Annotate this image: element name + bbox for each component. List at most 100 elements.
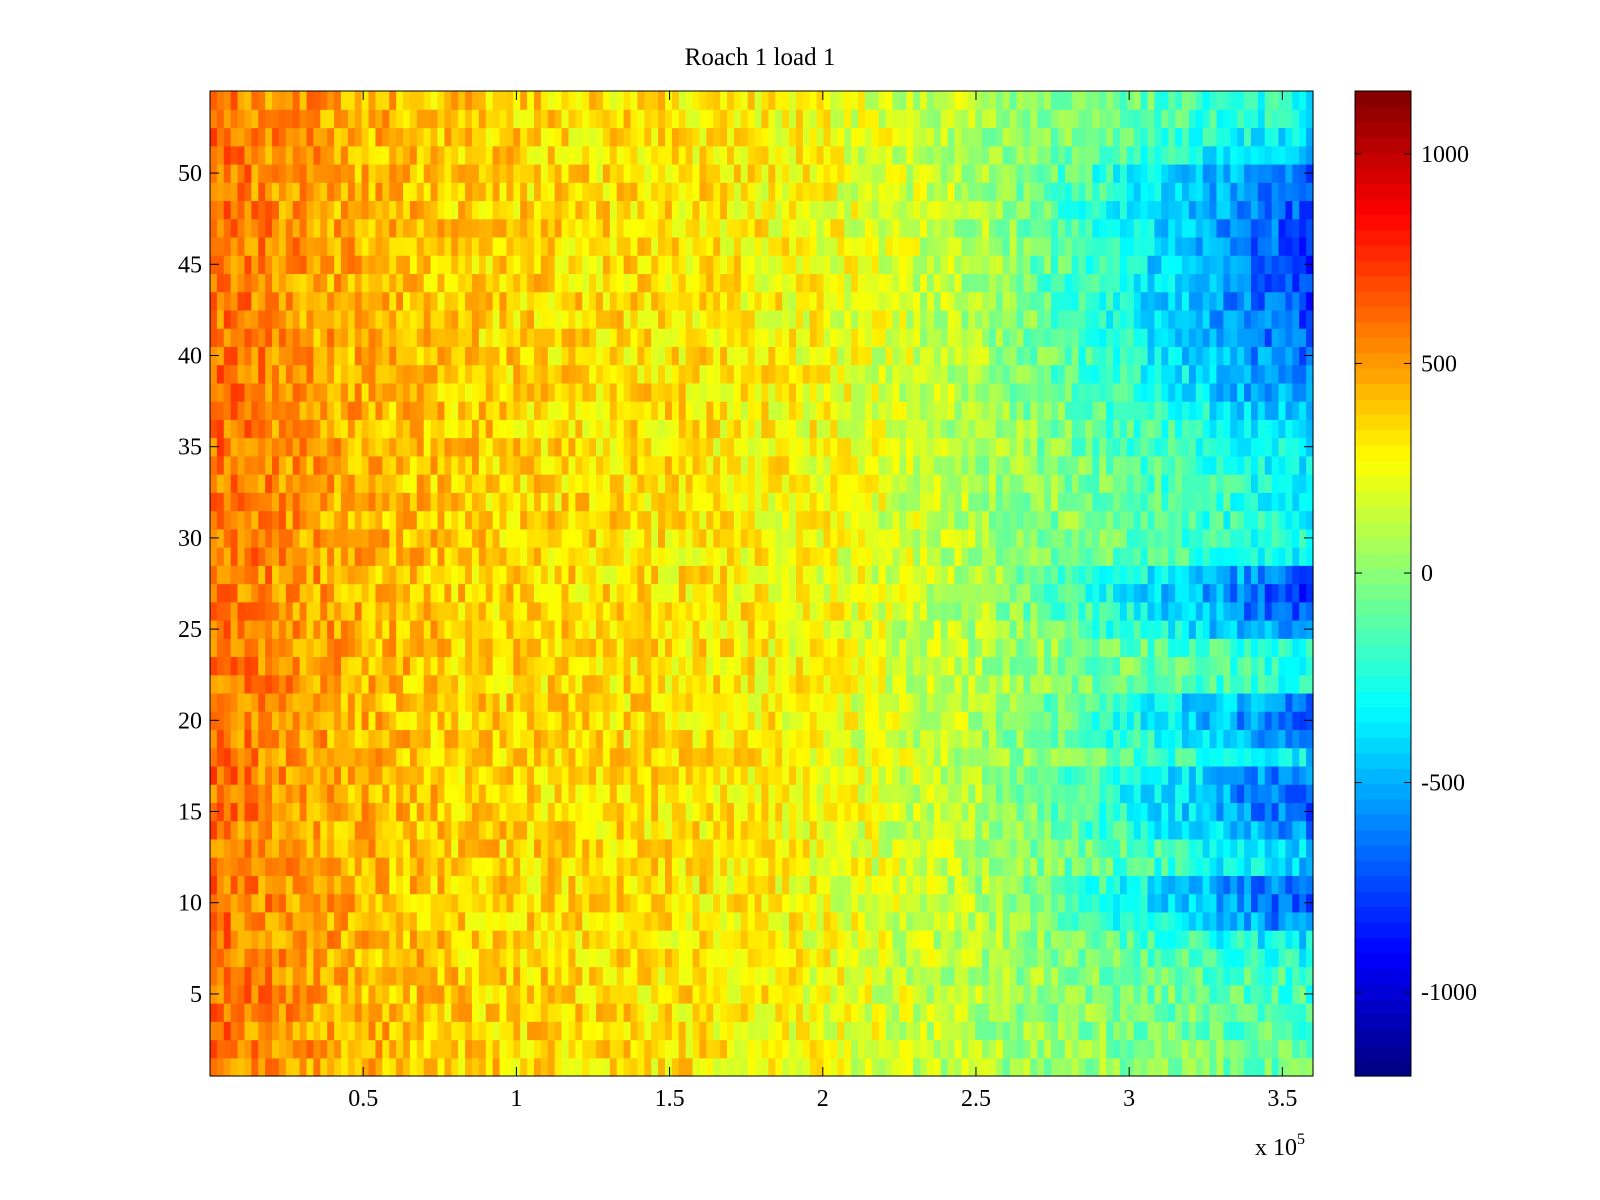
heatmap-cell xyxy=(540,747,549,767)
heatmap-cell xyxy=(534,820,542,840)
heatmap-cell xyxy=(430,510,439,530)
heatmap-cell xyxy=(926,583,935,603)
heatmap-cell xyxy=(747,1021,756,1041)
heatmap-cell xyxy=(651,893,659,913)
heatmap-cell xyxy=(1230,930,1238,949)
heatmap-cell xyxy=(926,765,935,785)
heatmap-cell xyxy=(1064,802,1073,822)
heatmap-cell xyxy=(251,820,259,840)
heatmap-cell xyxy=(713,911,721,931)
heatmap-cell xyxy=(251,674,259,694)
heatmap-cell xyxy=(237,692,246,712)
heatmap-cell xyxy=(1182,948,1190,968)
heatmap-cell xyxy=(878,765,887,785)
heatmap-cell xyxy=(1278,893,1287,913)
heatmap-cell xyxy=(513,893,521,913)
heatmap-cell xyxy=(465,966,473,986)
heatmap-cell xyxy=(340,857,349,876)
heatmap-cell xyxy=(602,820,611,840)
heatmap-cell xyxy=(458,948,466,968)
heatmap-cell xyxy=(306,966,314,986)
heatmap-cell xyxy=(1126,1039,1135,1059)
heatmap-cell xyxy=(409,547,418,566)
heatmap-cell xyxy=(713,692,721,712)
heatmap-cell xyxy=(237,583,246,603)
heatmap-cell xyxy=(244,765,252,785)
heatmap-cell xyxy=(630,948,639,968)
heatmap-cell xyxy=(389,838,397,858)
heatmap-cell xyxy=(1285,510,1293,530)
heatmap-cell xyxy=(995,674,1004,694)
heatmap-cell xyxy=(485,966,494,986)
heatmap-cell xyxy=(575,948,583,968)
heatmap-cell xyxy=(499,601,508,621)
heatmap-cell xyxy=(664,802,673,822)
heatmap-cell xyxy=(444,692,452,712)
heatmap-cell xyxy=(1057,1057,1066,1077)
heatmap-cell xyxy=(478,528,487,548)
heatmap-cell xyxy=(858,510,866,530)
heatmap-cell xyxy=(568,692,576,712)
heatmap-cell xyxy=(602,638,611,658)
heatmap-cell xyxy=(1257,711,1266,731)
heatmap-cell xyxy=(1092,838,1100,858)
heatmap-cell xyxy=(975,674,983,694)
heatmap-cell xyxy=(892,1039,900,1059)
heatmap-cell xyxy=(1002,893,1011,913)
heatmap-cell xyxy=(265,747,273,767)
heatmap-cell xyxy=(1009,692,1018,712)
heatmap-cell xyxy=(340,984,349,1004)
heatmap-cell xyxy=(1057,747,1066,767)
heatmap-cell xyxy=(961,765,969,785)
heatmap-cell xyxy=(830,875,838,895)
heatmap-cell xyxy=(272,747,280,767)
heatmap-cell xyxy=(1278,1021,1287,1041)
heatmap-cell xyxy=(582,820,590,840)
heatmap-cell xyxy=(1030,802,1038,822)
heatmap-cell xyxy=(975,656,983,676)
heatmap-cell xyxy=(561,857,570,876)
heatmap-cell xyxy=(1023,692,1031,712)
heatmap-cell xyxy=(602,747,611,767)
heatmap-cell xyxy=(1161,729,1169,749)
heatmap-cell xyxy=(506,601,514,621)
heatmap-cell xyxy=(1264,601,1273,621)
heatmap-cell xyxy=(1119,948,1128,968)
heatmap-cell xyxy=(1106,674,1114,694)
heatmap-cell xyxy=(1037,547,1045,566)
heatmap-cell xyxy=(396,930,404,949)
heatmap-cell xyxy=(947,966,956,986)
heatmap-cell xyxy=(534,692,542,712)
heatmap-cell xyxy=(1064,638,1073,658)
heatmap-cell xyxy=(768,1057,776,1077)
heatmap-cell xyxy=(1064,619,1073,639)
heatmap-cell xyxy=(1299,692,1307,712)
heatmap-cell xyxy=(1078,948,1087,968)
heatmap-cell xyxy=(292,893,301,913)
heatmap-row xyxy=(210,820,1314,840)
heatmap-cell xyxy=(988,838,997,858)
heatmap-cell xyxy=(534,747,542,767)
heatmap-cell xyxy=(982,619,990,639)
heatmap-cell xyxy=(1154,930,1162,949)
heatmap-cell xyxy=(892,802,900,822)
heatmap-cell xyxy=(940,857,949,876)
heatmap-cell xyxy=(761,565,769,585)
heatmap-cell xyxy=(258,948,266,968)
heatmap-cell xyxy=(478,966,487,986)
heatmap-cell xyxy=(258,966,266,986)
heatmap-cell xyxy=(892,930,900,949)
heatmap-cell xyxy=(1113,510,1121,530)
heatmap-cell xyxy=(699,911,707,931)
heatmap-cell xyxy=(520,911,528,931)
heatmap-cell xyxy=(968,820,976,840)
heatmap-cell xyxy=(340,619,349,639)
heatmap-cell xyxy=(988,692,997,712)
heatmap-cell xyxy=(802,510,811,530)
heatmap-cell xyxy=(299,875,308,895)
heatmap-cell xyxy=(1195,930,1204,949)
heatmap-cell xyxy=(1250,984,1259,1004)
heatmap-cell xyxy=(278,528,287,548)
heatmap-cell xyxy=(954,875,963,895)
heatmap-cell xyxy=(471,1039,480,1059)
